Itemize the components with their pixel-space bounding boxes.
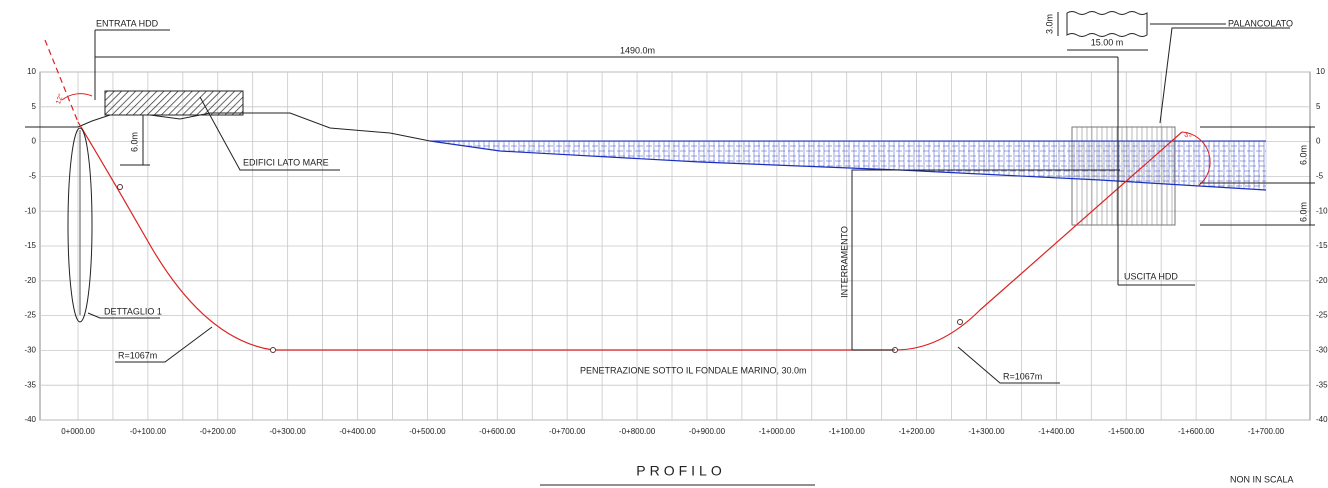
- x-tick-label: -0+100.00: [130, 427, 167, 436]
- pile-frame: [1071, 126, 1176, 226]
- sheet-width-label: 15.00 m: [1091, 37, 1124, 47]
- path-point: [117, 184, 123, 190]
- y-tick-label: -30: [24, 346, 36, 355]
- radius-leader: [115, 326, 213, 363]
- burial-label: INTERRAMENTO: [839, 226, 849, 298]
- radius-leader: [957, 346, 1060, 384]
- y-tick-label-right: -30: [1316, 346, 1328, 355]
- detail-leader: [87, 312, 160, 319]
- y-tick-label-right: 5: [1316, 102, 1321, 111]
- x-tick-label: -0+700.00: [549, 427, 586, 436]
- x-tick-label: -1+100.00: [829, 427, 866, 436]
- y-tick-label: -10: [24, 206, 36, 215]
- sheet-piling-label: PALANCOLATO: [1228, 18, 1293, 28]
- entry-tangent: [44, 39, 79, 123]
- x-tick-label: -0+800.00: [619, 427, 656, 436]
- sheet-piling-leader: [1159, 27, 1290, 124]
- x-tick-label: -1+600.00: [1178, 427, 1215, 436]
- burial-dimension: [851, 169, 1120, 350]
- buildings-leader: [199, 96, 340, 171]
- entry-angle-arc: [61, 93, 93, 101]
- x-tick-label: -1+700.00: [1248, 427, 1285, 436]
- path-point: [270, 347, 276, 353]
- y-tick-label-right: 0: [1316, 137, 1321, 146]
- sheet-height-label: 3.0m: [1044, 14, 1054, 34]
- exit-angle-arc: [1181, 131, 1211, 187]
- y-tick-label: -20: [24, 276, 36, 285]
- grid: 10 10 5 5 0 0 -5 -5 -10 -10 -15 -15 -20 -20 -25 -25 -30 -…: [24, 67, 1328, 436]
- y-tick-label-right: -25: [1316, 311, 1328, 320]
- x-tick-label: -0+600.00: [479, 427, 516, 436]
- penetration-label: PENETRAZIONE SOTTO IL FONDALE MARINO, 30…: [580, 365, 807, 375]
- y-tick-label: 0: [32, 137, 37, 146]
- length-label: 1490.0m: [620, 45, 655, 55]
- hdd-path: [77, 121, 1183, 351]
- detail-ellipse: [67, 127, 93, 323]
- entry-label: ENTRATA HDD: [96, 18, 159, 28]
- y-tick-label: -15: [24, 241, 36, 250]
- x-tick-label: -1+500.00: [1108, 427, 1145, 436]
- y-tick-label-right: -35: [1316, 380, 1328, 389]
- y-tick-label: -40: [24, 415, 36, 424]
- path-point: [957, 319, 963, 325]
- y-tick-label-right: 10: [1316, 67, 1325, 76]
- sheet-piling: [1071, 126, 1176, 226]
- y-tick-label: -5: [29, 172, 37, 181]
- y-tick-label: 5: [32, 102, 37, 111]
- left-depth-label: 6.0m: [129, 132, 139, 152]
- y-tick-label: -25: [24, 311, 36, 320]
- x-tick-label: -1+000.00: [759, 427, 796, 436]
- y-tick-label-right: -20: [1316, 276, 1328, 285]
- scale-note: NON IN SCALA: [1230, 474, 1294, 484]
- title: PROFILO: [636, 463, 725, 479]
- y-tick-label-right: -10: [1316, 206, 1328, 215]
- sea-hatch: [433, 141, 1266, 190]
- exit-label: USCITA HDD: [1124, 271, 1178, 281]
- sheet-sketch: [1066, 11, 1148, 37]
- y-tick-label-right: -5: [1316, 172, 1324, 181]
- entry-angle-label: 12°: [54, 92, 65, 105]
- buildings: [104, 90, 244, 116]
- radius-entry-label: R=1067m: [118, 350, 157, 360]
- buildings-label: EDIFICI LATO MARE: [243, 157, 329, 167]
- radius-exit-label: R=1067m: [1003, 371, 1042, 381]
- seabed-line: [429, 140, 1267, 191]
- ground-line: [25, 112, 431, 142]
- x-tick-label: -0+200.00: [200, 427, 237, 436]
- y-tick-label: 10: [27, 67, 36, 76]
- x-tick-label: -0+900.00: [689, 427, 726, 436]
- x-tick-label: -0+300.00: [270, 427, 307, 436]
- right-depth-top-label: 6.0m: [1298, 145, 1308, 165]
- y-tick-label: -35: [24, 380, 36, 389]
- y-tick-label-right: -15: [1316, 241, 1328, 250]
- path-points: [117, 184, 963, 353]
- x-tick-label: -0+400.00: [339, 427, 376, 436]
- right-depth-bottom-label: 6.0m: [1298, 202, 1308, 222]
- detail-label: DETTAGLIO 1: [104, 306, 162, 316]
- y-tick-label-right: -40: [1316, 415, 1328, 424]
- x-tick-label: -1+200.00: [898, 427, 935, 436]
- x-tick-label: -0+500.00: [409, 427, 446, 436]
- x-tick-label: -1+400.00: [1038, 427, 1075, 436]
- x-tick-label: 0+000.00: [61, 427, 95, 436]
- x-tick-label: -1+300.00: [968, 427, 1005, 436]
- exit-angle-label: 5°: [1183, 131, 1193, 142]
